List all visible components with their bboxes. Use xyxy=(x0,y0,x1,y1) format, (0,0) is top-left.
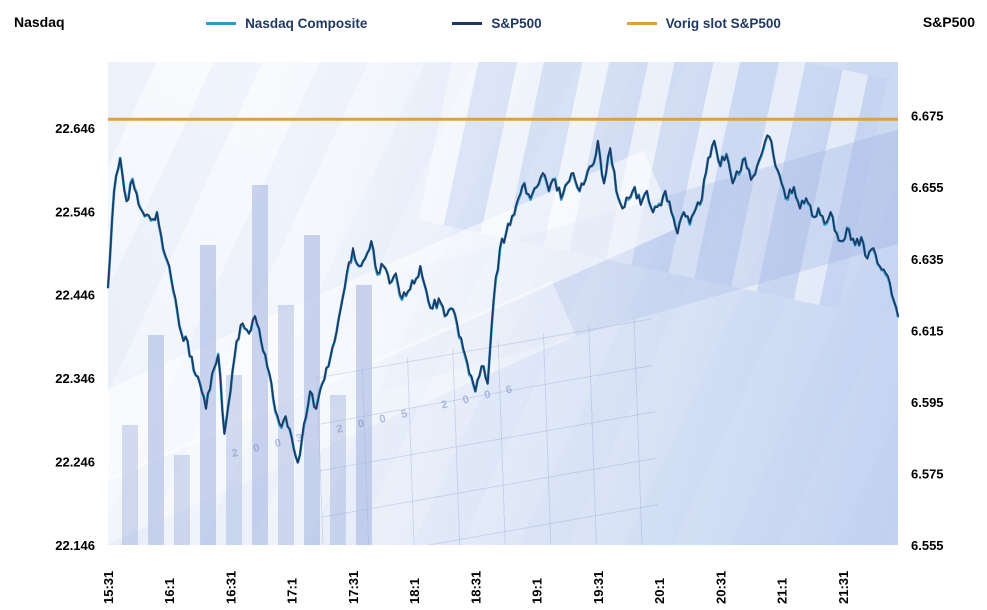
x-axis-tick-label: 18:1 xyxy=(407,578,422,604)
s-p500-series-line xyxy=(107,134,899,464)
watermark-bar xyxy=(252,185,268,545)
y-axis-right-tick-label: 6.555 xyxy=(911,538,944,553)
x-axis-tick-label: 19:31 xyxy=(591,571,606,604)
y-axis-left-tick-label: 22.346 xyxy=(55,371,95,386)
legend-item-nasdaq-composite: Nasdaq Composite xyxy=(206,16,367,31)
x-axis-tick-label: 17:1 xyxy=(285,578,300,604)
legend-label-vorig-slot: Vorig slot S&P500 xyxy=(665,16,781,31)
y-axis-right-tick-label: 6.655 xyxy=(911,180,944,195)
y-axis-right-tick-label: 6.635 xyxy=(911,252,944,267)
x-axis-tick-label: 16:31 xyxy=(223,571,238,604)
watermark-bar xyxy=(226,375,242,545)
y-axis-left-tick-label: 22.446 xyxy=(55,288,95,303)
x-axis-tick-label: 21:1 xyxy=(775,578,790,604)
right-axis-title: S&P500 xyxy=(922,14,975,30)
nasdaq-composite-swatch-icon xyxy=(206,22,237,25)
x-axis-tick-label: 17:31 xyxy=(346,571,361,604)
watermark-bar xyxy=(174,455,190,545)
watermark-bar xyxy=(356,285,372,545)
watermark-bar xyxy=(148,335,164,545)
y-axis-left-tick-label: 22.546 xyxy=(55,204,95,219)
legend-item-vorig-slot: Vorig slot S&P500 xyxy=(626,16,781,31)
x-axis-tick-label: 21:31 xyxy=(836,571,851,604)
y-axis-left-tick-label: 22.246 xyxy=(55,455,95,470)
y-axis-right-tick-label: 6.615 xyxy=(911,323,944,338)
chart-legend: Nasdaq Composite S&P500 Vorig slot S&P50… xyxy=(0,16,987,31)
y-axis-right-tick-label: 6.595 xyxy=(911,395,944,410)
watermark-bar xyxy=(330,395,346,545)
vorig-slot-swatch-icon xyxy=(626,22,657,25)
legend-label-nasdaq-composite: Nasdaq Composite xyxy=(245,16,368,31)
y-axis-left-tick-label: 22.646 xyxy=(55,121,95,136)
sp500-swatch-icon xyxy=(452,22,483,25)
x-axis-tick-label: 19:1 xyxy=(530,578,545,604)
y-axis-left-tick-label: 22.146 xyxy=(55,538,95,553)
legend-item-sp500: S&P500 xyxy=(452,16,542,31)
legend-label-sp500: S&P500 xyxy=(491,16,542,31)
x-axis-tick-label: 18:31 xyxy=(468,571,483,604)
x-axis-tick-label: 20:1 xyxy=(652,578,667,604)
left-axis-title: Nasdaq xyxy=(14,14,65,30)
x-axis-tick-label: 15:31 xyxy=(101,571,116,604)
watermark-bar xyxy=(122,425,138,545)
watermark-bar xyxy=(304,235,320,545)
y-axis-right-tick-label: 6.575 xyxy=(911,466,944,481)
x-axis-tick-label: 20:31 xyxy=(713,571,728,604)
x-axis-tick-label: 16:1 xyxy=(162,578,177,604)
y-axis-right-tick-label: 6.675 xyxy=(911,109,944,124)
